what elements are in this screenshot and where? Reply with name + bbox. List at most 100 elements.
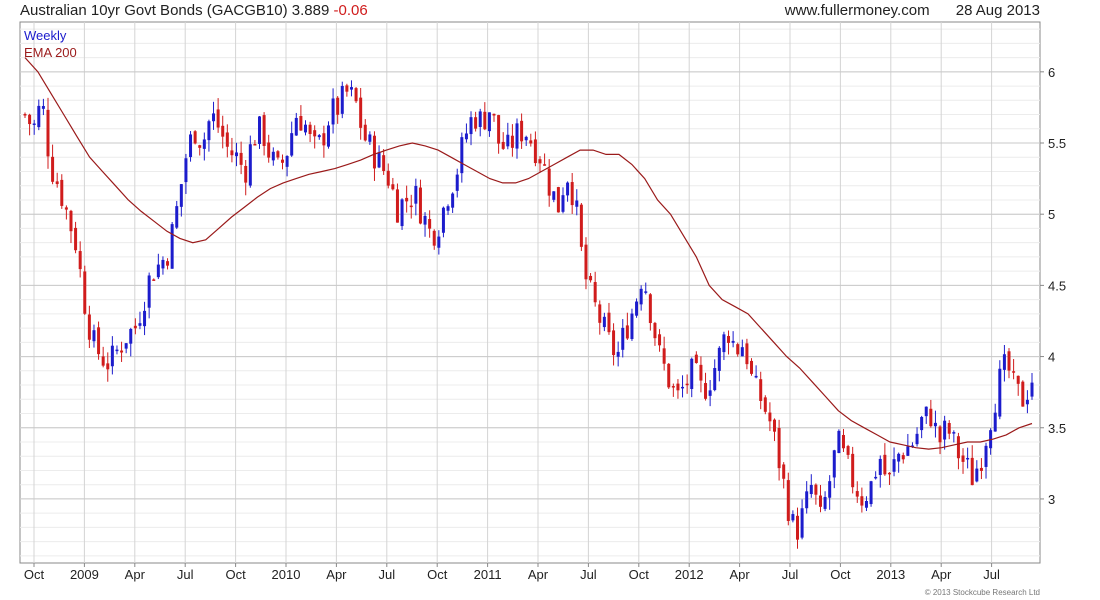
candle bbox=[41, 98, 45, 116]
candle bbox=[230, 137, 234, 163]
candle-body bbox=[727, 335, 731, 343]
candle-body bbox=[860, 496, 864, 506]
candle bbox=[906, 433, 910, 456]
candle bbox=[308, 121, 312, 143]
candle-body bbox=[667, 363, 671, 388]
candle bbox=[400, 198, 404, 230]
site-url[interactable]: www.fullermoney.com bbox=[784, 2, 930, 19]
x-tick-label: Apr bbox=[729, 567, 750, 582]
candle-body bbox=[221, 125, 225, 137]
candle bbox=[805, 481, 809, 514]
candle bbox=[313, 125, 317, 149]
candle-body bbox=[280, 159, 284, 163]
candle bbox=[814, 483, 818, 505]
candle-body bbox=[138, 323, 142, 326]
x-tick-label: 2009 bbox=[70, 567, 99, 582]
candle-body bbox=[524, 136, 528, 141]
candle-body bbox=[340, 85, 344, 114]
x-tick-label: Jul bbox=[177, 567, 194, 582]
candle bbox=[129, 327, 133, 357]
candle bbox=[418, 179, 422, 225]
candle bbox=[575, 189, 579, 216]
candle-body bbox=[837, 430, 841, 454]
candle bbox=[589, 273, 593, 283]
x-tick-label: Oct bbox=[225, 567, 246, 582]
candle-body bbox=[933, 422, 937, 427]
candle bbox=[487, 112, 491, 137]
candle-body bbox=[943, 420, 947, 440]
x-tick-label: Apr bbox=[125, 567, 146, 582]
copyright-note: © 2013 Stockcube Research Ltd bbox=[924, 588, 1040, 597]
candle-body bbox=[271, 151, 275, 161]
candle-body bbox=[276, 151, 280, 158]
candle bbox=[837, 429, 841, 454]
candle bbox=[648, 293, 652, 331]
candle bbox=[239, 141, 243, 175]
candle bbox=[133, 318, 137, 335]
candle-body bbox=[1002, 354, 1006, 370]
candle bbox=[409, 194, 413, 219]
candle-body bbox=[55, 181, 59, 185]
candle bbox=[782, 462, 786, 489]
candle-body bbox=[846, 446, 850, 455]
candle-body bbox=[938, 426, 942, 443]
candle-body bbox=[529, 140, 533, 144]
candle bbox=[326, 121, 330, 149]
candle bbox=[1002, 344, 1006, 382]
candle-body bbox=[768, 412, 772, 422]
candle-body bbox=[248, 144, 252, 186]
candle-body bbox=[400, 199, 404, 227]
candle bbox=[750, 358, 754, 376]
candle bbox=[740, 339, 744, 357]
candle bbox=[984, 442, 988, 479]
candle bbox=[676, 379, 680, 399]
candle bbox=[892, 447, 896, 477]
candle bbox=[874, 471, 878, 480]
candle-body bbox=[492, 113, 496, 116]
candle bbox=[869, 480, 873, 507]
candle bbox=[529, 133, 533, 147]
candle-body bbox=[437, 236, 441, 248]
candle bbox=[198, 144, 202, 156]
candle-body bbox=[662, 348, 666, 364]
candle bbox=[970, 445, 974, 486]
candle-body bbox=[795, 515, 799, 540]
candle-body bbox=[363, 124, 367, 141]
candle bbox=[372, 131, 376, 181]
legend-weekly: Weekly bbox=[24, 28, 67, 43]
candle bbox=[915, 427, 919, 447]
candle-body bbox=[253, 144, 257, 146]
candle-body bbox=[892, 459, 896, 472]
candle bbox=[64, 205, 68, 220]
candle bbox=[653, 321, 657, 346]
candle bbox=[377, 145, 381, 169]
candle bbox=[271, 147, 275, 166]
candle-body bbox=[855, 491, 859, 497]
candle-body bbox=[331, 98, 335, 125]
candle-body bbox=[189, 134, 193, 158]
y-tick-label: 4.5 bbox=[1048, 278, 1066, 293]
candle bbox=[713, 359, 717, 392]
candle bbox=[800, 499, 804, 540]
candle bbox=[966, 447, 970, 469]
x-tick-label: Jul bbox=[378, 567, 395, 582]
candle bbox=[349, 80, 353, 97]
candle bbox=[207, 119, 211, 152]
candle-body bbox=[124, 343, 128, 349]
candle bbox=[120, 341, 124, 362]
candle bbox=[1021, 380, 1025, 407]
candle bbox=[832, 449, 836, 489]
candle-body bbox=[676, 383, 680, 391]
candle bbox=[469, 111, 473, 146]
candle bbox=[170, 222, 174, 269]
candle bbox=[510, 124, 514, 157]
candle-body bbox=[354, 88, 358, 102]
x-tick-label: Oct bbox=[830, 567, 851, 582]
candle-body bbox=[777, 428, 781, 469]
candle-body bbox=[230, 150, 234, 156]
candle-body bbox=[368, 134, 372, 142]
candle-body bbox=[556, 187, 560, 213]
candle-body bbox=[552, 191, 556, 200]
candle-body bbox=[216, 109, 220, 128]
